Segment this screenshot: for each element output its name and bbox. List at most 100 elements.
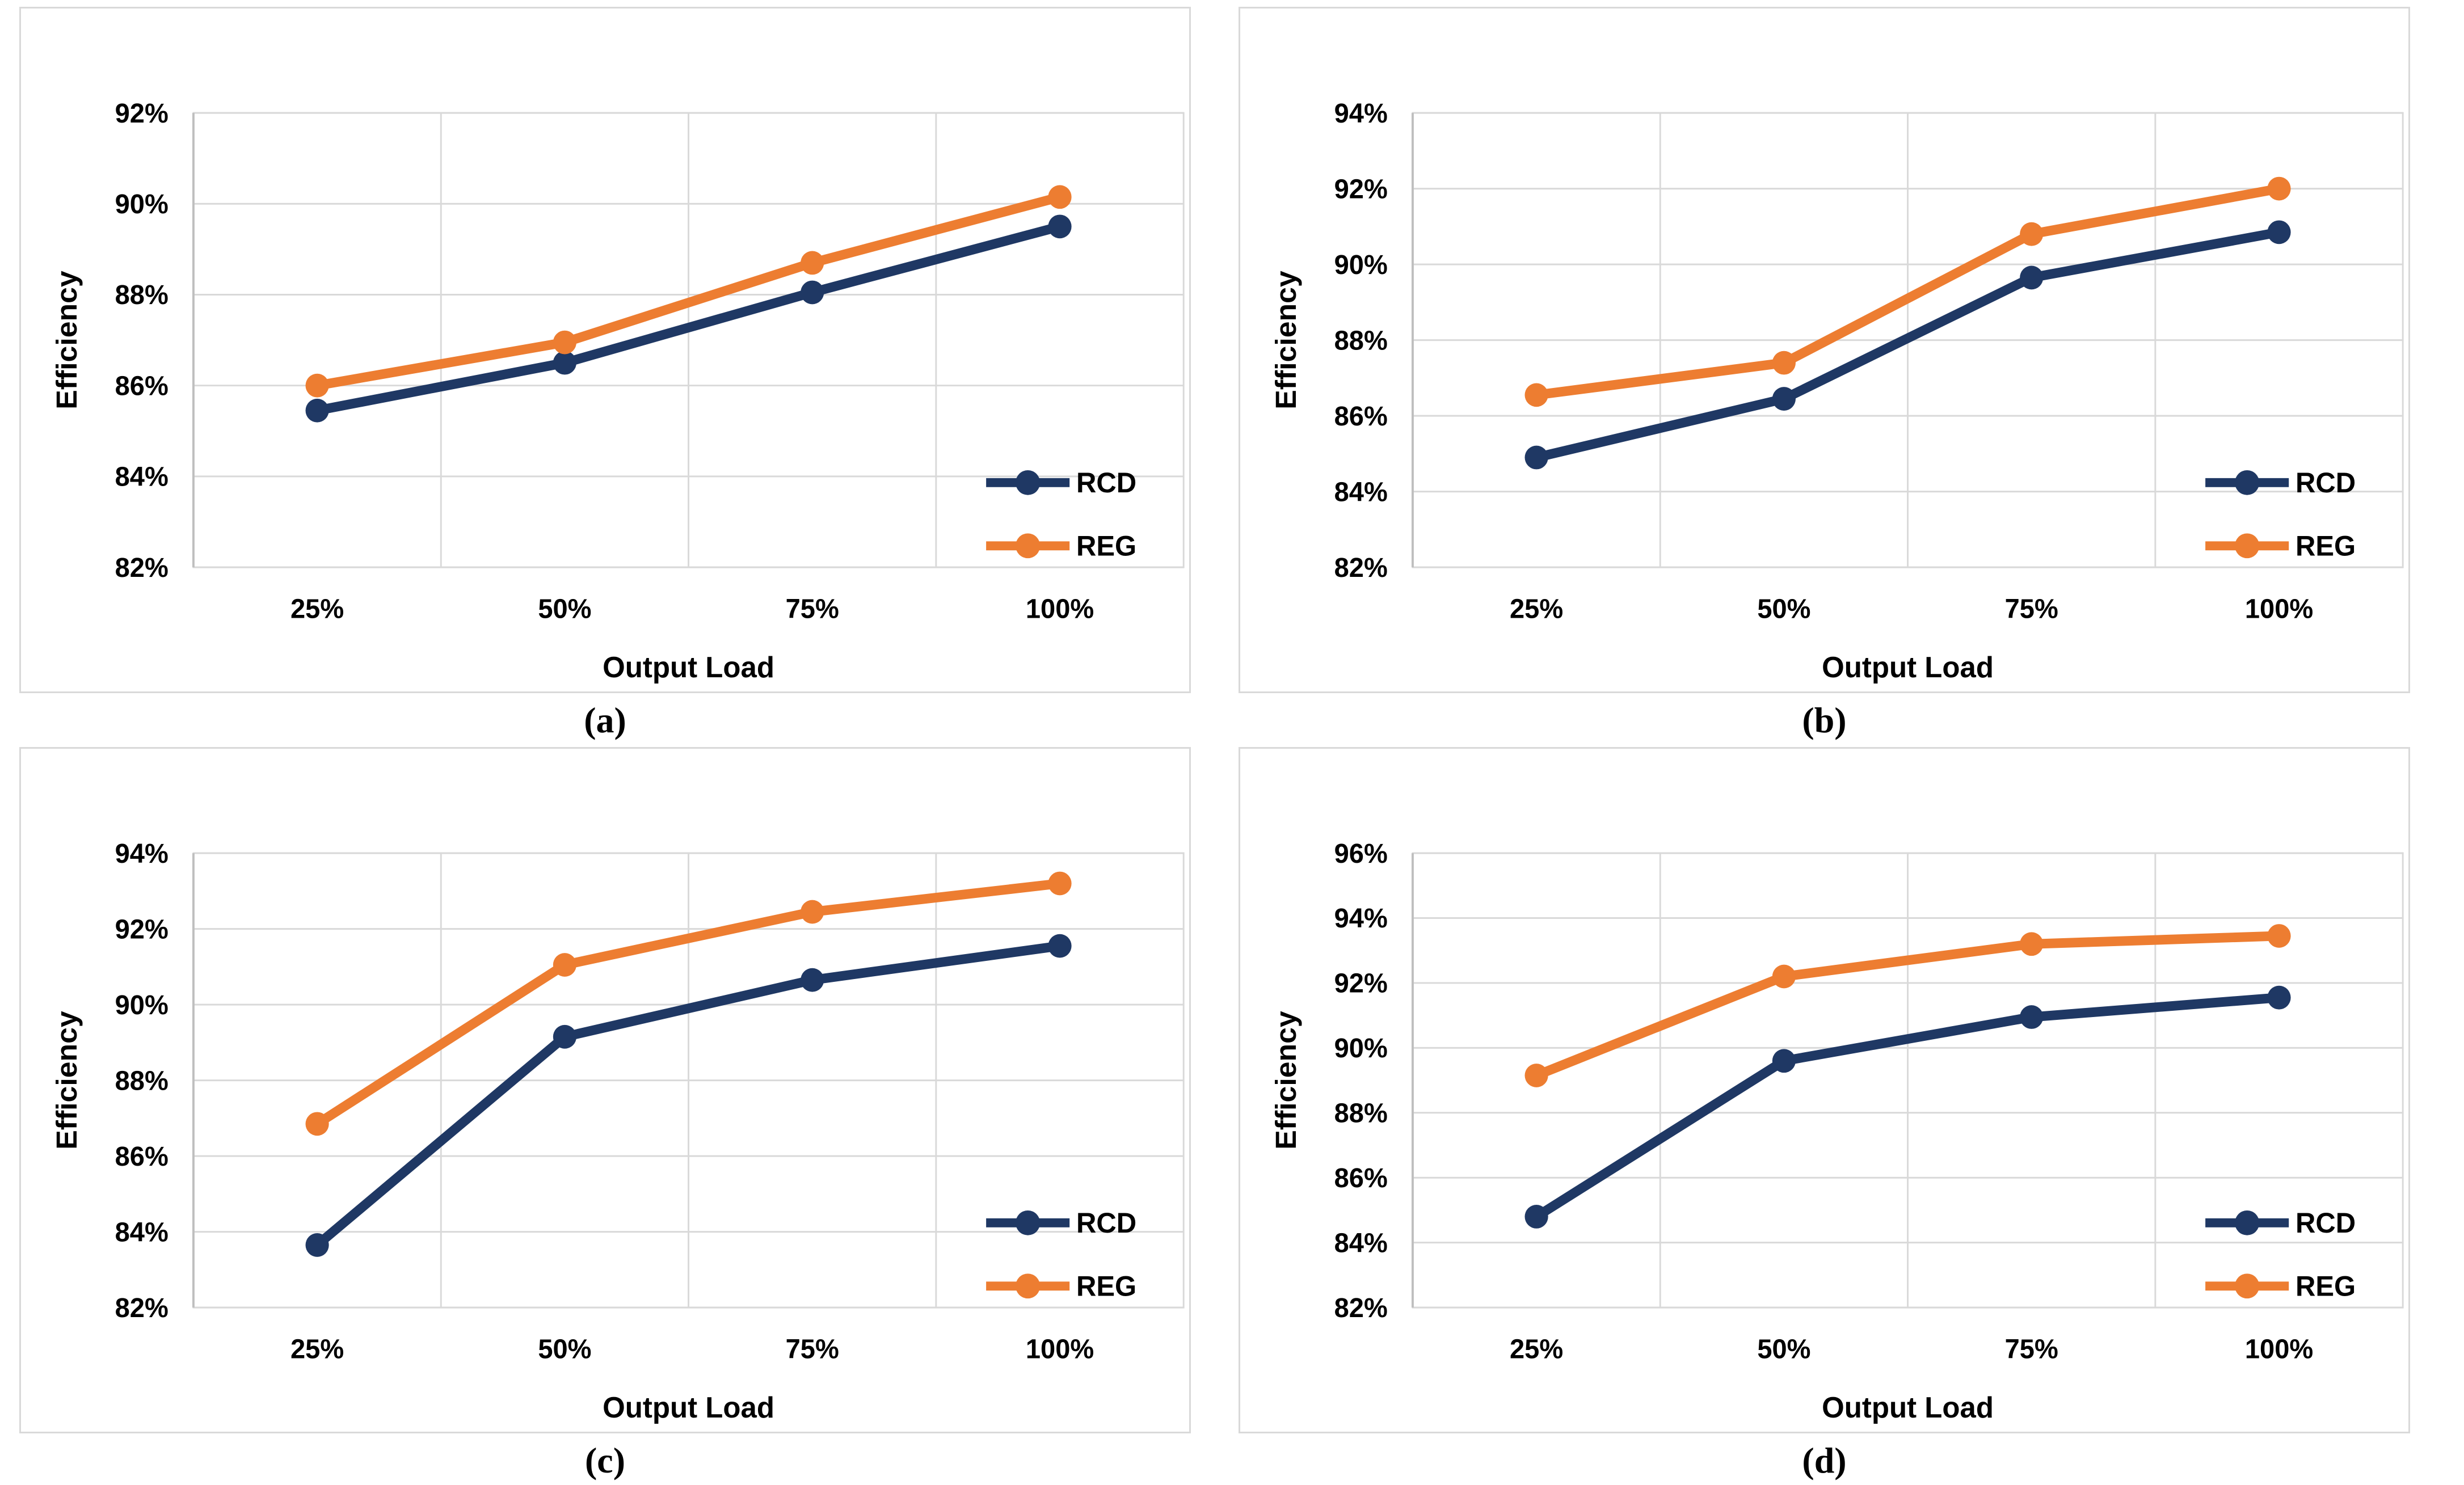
y-tick-label: 82%	[1334, 552, 1388, 583]
figure-c: 82% 84% 86% 88% 90% 92% 94% 25% 50% 75% 100% Output…	[19, 747, 1191, 1485]
y-tick-label: 84%	[115, 462, 169, 492]
y-axis-title: Efficiency	[50, 271, 83, 410]
figure-d: 82% 84% 86% 88% 90% 92% 94% 96% 25% 50% 75% 100% Out…	[1239, 747, 2410, 1485]
legend-marker-RCD	[1016, 1210, 1041, 1235]
y-tick-label: 88%	[115, 1066, 169, 1096]
y-tick-label: 92%	[115, 98, 169, 128]
data-point-RCD	[1048, 214, 1072, 239]
chart-panel-a: 82% 84% 86% 88% 90% 92% 25% 50% 75% 100% Output Lo…	[19, 7, 1191, 693]
x-tick-label: 50%	[1757, 1334, 1810, 1364]
caption-d: (d)	[1802, 1440, 1847, 1480]
y-tick-label: 86%	[115, 1141, 169, 1171]
data-point-REG	[2020, 222, 2044, 246]
x-tick-label: 75%	[786, 594, 839, 624]
legend-label-REG: REG	[2295, 1271, 2356, 1302]
data-point-REG	[2267, 924, 2291, 948]
legend-marker-REG	[2235, 1273, 2260, 1299]
data-point-RCD	[1772, 1049, 1796, 1073]
caption-a: (a)	[584, 699, 626, 740]
data-point-REG	[305, 373, 329, 398]
y-tick-label: 82%	[115, 552, 169, 583]
y-axis-title: Efficiency	[1270, 271, 1302, 410]
legend-marker-REG	[1016, 1273, 1041, 1299]
data-point-RCD	[553, 1024, 577, 1049]
series-line-REG	[1531, 931, 2284, 1081]
legend-label-RCD: RCD	[2295, 1208, 2356, 1239]
data-point-RCD	[305, 1233, 329, 1257]
chart-a-svg: 82% 84% 86% 88% 90% 92% 25% 50% 75% 100% Output Lo…	[50, 98, 1185, 684]
y-tick-label: 86%	[1334, 401, 1388, 431]
series-line-RCD	[312, 221, 1065, 416]
legend-label-REG: REG	[2295, 530, 2356, 562]
data-point-REG	[553, 330, 577, 355]
y-tick-label: 90%	[1334, 250, 1388, 280]
data-point-REG	[1524, 383, 1548, 407]
data-point-REG	[801, 251, 824, 275]
data-point-REG	[1048, 185, 1072, 209]
y-tick-label: 84%	[1334, 477, 1388, 507]
data-point-RCD	[1524, 445, 1548, 470]
legend-label-RCD: RCD	[2295, 467, 2356, 499]
data-point-RCD	[2267, 985, 2291, 1010]
y-tick-label: 84%	[1334, 1228, 1388, 1258]
data-point-REG	[2267, 176, 2291, 201]
legend-label-REG: REG	[1076, 530, 1136, 562]
caption-c: (c)	[584, 1440, 626, 1480]
figure-a: 82% 84% 86% 88% 90% 92% 25% 50% 75% 100% Output Lo…	[19, 7, 1191, 747]
chart-b-svg: 82% 84% 86% 88% 90% 92% 94% 25% 50% 75% 100% Output…	[1270, 98, 2404, 684]
x-tick-label: 75%	[2005, 1334, 2058, 1364]
data-point-RCD	[553, 351, 577, 375]
x-tick-label: 100%	[1026, 594, 1094, 624]
chart-d-svg: 82% 84% 86% 88% 90% 92% 94% 96% 25% 50% 75% 100% Out…	[1270, 838, 2404, 1424]
data-point-REG	[553, 953, 577, 977]
x-tick-label: 75%	[786, 1334, 839, 1364]
y-tick-label: 82%	[115, 1293, 169, 1323]
y-tick-label: 86%	[1334, 1163, 1388, 1193]
data-point-RCD	[2267, 220, 2291, 244]
data-point-RCD	[305, 398, 329, 423]
y-tick-label: 88%	[115, 280, 169, 310]
y-tick-label: 88%	[1334, 326, 1388, 356]
figure-b: 82% 84% 86% 88% 90% 92% 94% 25% 50% 75% 100% Output…	[1239, 7, 2410, 747]
series-line-REG	[312, 879, 1065, 1129]
y-tick-label: 90%	[115, 189, 169, 220]
x-tick-label: 50%	[538, 1334, 591, 1364]
data-point-RCD	[2020, 265, 2044, 290]
y-tick-label: 84%	[115, 1217, 169, 1247]
y-tick-label: 94%	[115, 838, 169, 868]
x-tick-label: 100%	[2245, 594, 2313, 624]
series-line-REG	[312, 192, 1065, 391]
x-tick-label: 50%	[1757, 594, 1810, 624]
data-point-REG	[1772, 964, 1796, 989]
x-axis-title: Output Load	[1822, 651, 1994, 684]
legend-marker-RCD	[1016, 470, 1041, 495]
x-axis-title: Output Load	[603, 1391, 774, 1424]
y-tick-label: 82%	[1334, 1293, 1388, 1323]
chart-panel-b: 82% 84% 86% 88% 90% 92% 94% 25% 50% 75% 100% Output…	[1239, 7, 2410, 693]
y-tick-label: 92%	[115, 914, 169, 944]
legend-label-RCD: RCD	[1076, 1208, 1136, 1239]
x-tick-label: 25%	[290, 1334, 344, 1364]
legend-label-REG: REG	[1076, 1271, 1136, 1302]
data-point-REG	[2020, 932, 2044, 956]
y-axis-title: Efficiency	[50, 1011, 83, 1150]
x-tick-label: 75%	[2005, 594, 2058, 624]
chart-panel-c: 82% 84% 86% 88% 90% 92% 94% 25% 50% 75% 100% Output…	[19, 747, 1191, 1433]
data-point-RCD	[801, 280, 824, 305]
chart-c-svg: 82% 84% 86% 88% 90% 92% 94% 25% 50% 75% 100% Output…	[50, 838, 1185, 1424]
y-tick-label: 88%	[1334, 1098, 1388, 1128]
y-tick-label: 86%	[115, 371, 169, 401]
series-line-REG	[1531, 184, 2284, 400]
legend-marker-RCD	[2235, 470, 2260, 495]
legend-label-RCD: RCD	[1076, 467, 1136, 499]
x-tick-label: 100%	[1026, 1334, 1094, 1364]
y-tick-label: 90%	[115, 990, 169, 1020]
y-tick-label: 90%	[1334, 1033, 1388, 1064]
series-line-RCD	[312, 941, 1065, 1250]
x-tick-label: 100%	[2245, 1334, 2313, 1364]
data-point-REG	[1524, 1064, 1548, 1087]
chart-panel-d: 82% 84% 86% 88% 90% 92% 94% 96% 25% 50% 75% 100% Out…	[1239, 747, 2410, 1433]
data-point-REG	[801, 900, 824, 924]
y-tick-label: 94%	[1334, 98, 1388, 128]
